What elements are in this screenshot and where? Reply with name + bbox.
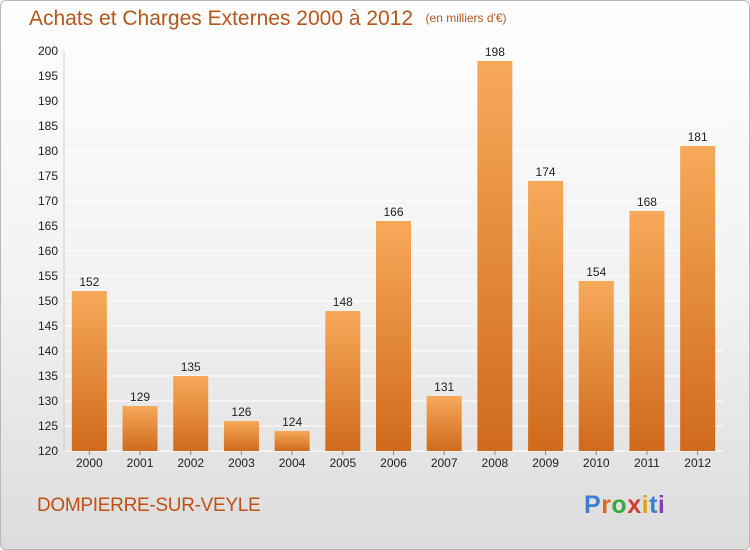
proxiti-logo: Proxiti [584, 491, 665, 520]
data-label: 152 [79, 275, 99, 289]
data-label: 148 [333, 295, 353, 309]
x-tick-label: 2010 [583, 456, 610, 470]
x-tick-label: 2005 [329, 456, 356, 470]
data-label: 166 [383, 205, 403, 219]
bar-2000 [71, 291, 107, 451]
y-tick-label: 155 [38, 269, 58, 283]
x-tick-label: 2007 [431, 456, 458, 470]
y-tick-label: 190 [38, 94, 58, 108]
x-tick-label: 2002 [177, 456, 204, 470]
bars [71, 61, 716, 451]
y-tick-label: 125 [38, 419, 58, 433]
y-tick-label: 120 [38, 444, 58, 458]
logo-letter: o [611, 491, 628, 519]
bar-2010 [578, 281, 614, 451]
y-tick-label: 130 [38, 394, 58, 408]
bar-2002 [173, 376, 209, 451]
y-tick-label: 150 [38, 294, 58, 308]
bar-2009 [528, 181, 564, 451]
x-tick-label: 2004 [279, 456, 306, 470]
bar-2011 [629, 211, 665, 451]
bar-2012 [680, 146, 716, 451]
y-tick-label: 160 [38, 244, 58, 258]
x-tick-label: 2008 [482, 456, 509, 470]
y-tick-label: 170 [38, 194, 58, 208]
y-tick-label: 180 [38, 144, 58, 158]
x-tick-label: 2011 [634, 456, 660, 470]
logo-letter: i [641, 491, 650, 519]
data-label: 168 [637, 195, 657, 209]
y-tick-label: 195 [38, 69, 58, 83]
data-label: 131 [434, 380, 454, 394]
bar-2007 [426, 396, 462, 451]
logo-letter: r [601, 491, 612, 519]
data-label: 129 [130, 390, 150, 404]
x-tick-label: 2000 [76, 456, 103, 470]
data-label: 198 [485, 45, 505, 59]
data-label: 181 [688, 130, 708, 144]
chart-title: Achats et Charges Externes 2000 à 2012 (… [29, 7, 507, 31]
bar-2008 [477, 61, 513, 451]
bar-2003 [223, 421, 259, 451]
y-tick-label: 135 [38, 369, 58, 383]
bar-2005 [325, 311, 361, 451]
y-tick-label: 185 [38, 119, 58, 133]
y-tick-label: 200 [38, 44, 58, 58]
bar-2001 [122, 406, 158, 451]
x-tick-label: 2003 [228, 456, 255, 470]
bar-2006 [376, 221, 411, 451]
y-tick-label: 145 [38, 319, 58, 333]
data-label: 135 [181, 360, 201, 374]
data-labels: 152 129 135 126 124 148 166 131 198 174 154 168 181 [79, 45, 708, 429]
x-tick-label: 2009 [532, 456, 559, 470]
y-tick-label: 140 [38, 344, 58, 358]
bar-2004 [274, 431, 310, 451]
y-tick-label: 175 [38, 169, 58, 183]
chart-title-text: Achats et Charges Externes 2000 à 2012 [29, 7, 414, 30]
y-axis: 120 125 130 135 140 145 150 155 160 165 170 175 180 1… [38, 44, 58, 458]
commune-name: DOMPIERRE-SUR-VEYLE [37, 495, 261, 516]
data-label: 154 [586, 265, 606, 279]
logo-letter: i [657, 491, 666, 519]
y-tick-label: 165 [38, 219, 58, 233]
logo-letter: t [649, 491, 658, 519]
x-tick-label: 2001 [127, 456, 154, 470]
x-axis: 2000 2001 2002 2003 2004 2005 2006 2007 2008 2009… [76, 451, 711, 470]
x-tick-label: 2012 [684, 456, 711, 470]
chart-unit: (en milliers d'€) [425, 11, 507, 25]
data-label: 174 [536, 165, 556, 179]
x-tick-label: 2006 [380, 456, 407, 470]
logo-letter: P [584, 491, 602, 519]
data-label: 124 [282, 415, 302, 429]
data-label: 126 [231, 405, 251, 419]
logo-letter: x [627, 491, 642, 519]
